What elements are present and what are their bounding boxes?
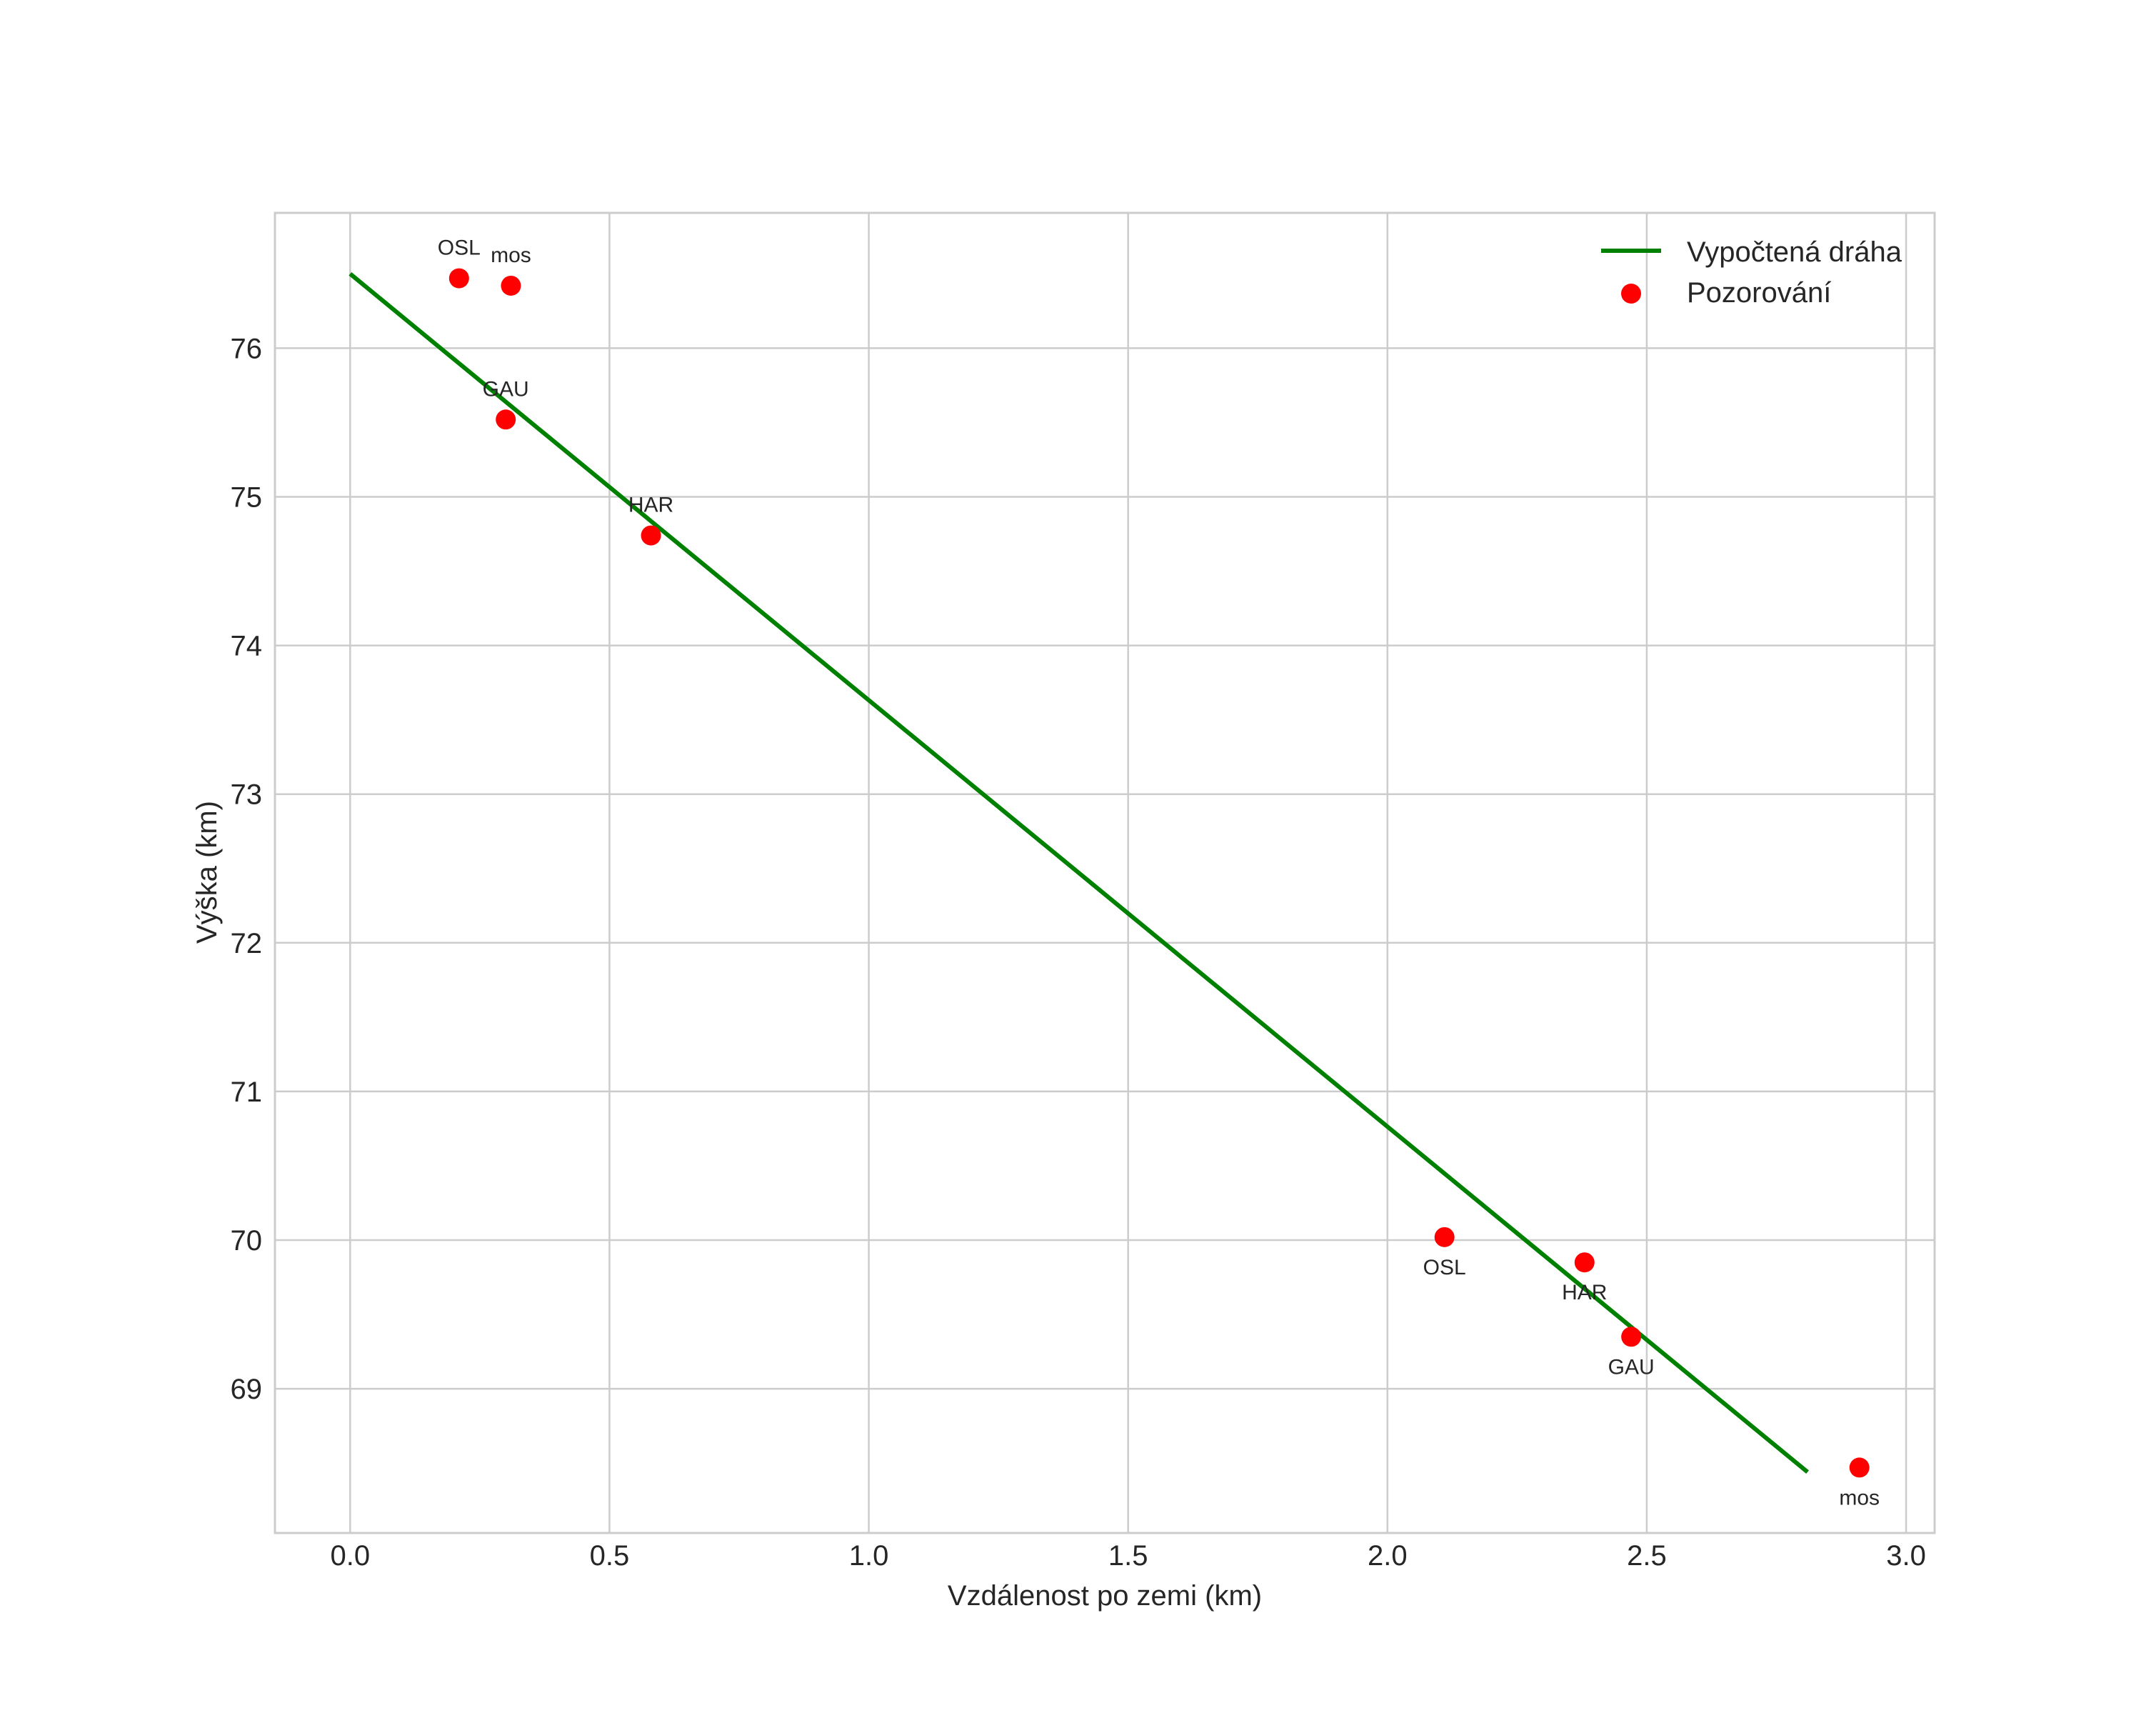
point-label: OSL: [1423, 1256, 1466, 1279]
point-label: mos: [1839, 1486, 1880, 1509]
tick-labels: 0.0 0.5 1.0 1.5 2.0 2.5 3.0 69 70 71 72 73 74 75 76: [231, 333, 1926, 1572]
x-tick-label: 1.5: [1108, 1540, 1148, 1572]
x-tick-label: 2.0: [1368, 1540, 1408, 1572]
observation-point: [1621, 1327, 1642, 1347]
x-tick-label: 3.0: [1886, 1540, 1926, 1572]
legend-label-observations: Pozorování: [1687, 277, 1831, 309]
observation-point: [448, 268, 469, 289]
legend-dot-icon: [1621, 284, 1641, 304]
point-label: mos: [491, 244, 531, 267]
point-label: HAR: [628, 494, 673, 517]
point-label: GAU: [483, 377, 529, 401]
legend-label-computed-path: Vypočtená dráha: [1687, 236, 1902, 268]
y-tick-label: 71: [231, 1077, 263, 1108]
observation-point: [1434, 1227, 1455, 1247]
observation-point: [501, 275, 521, 296]
legend: Vypočtená dráha Pozorování: [1601, 236, 1902, 309]
y-tick-label: 74: [231, 631, 263, 662]
point-label: OSL: [438, 236, 481, 260]
observation-point: [496, 409, 516, 430]
computed-path-line: [349, 272, 1809, 1474]
y-tick-label: 75: [231, 481, 263, 513]
plot-frame: [274, 211, 1936, 1534]
y-tick-label: 72: [231, 928, 263, 959]
y-tick-label: 73: [231, 779, 263, 811]
y-axis-label: Výška (km): [191, 801, 223, 944]
y-tick-label: 70: [231, 1225, 263, 1257]
x-tick-label: 0.0: [331, 1540, 371, 1572]
x-tick-label: 2.5: [1627, 1540, 1667, 1572]
data-series: OSL mos GAU HAR OSL HAR GAU mos: [349, 236, 1880, 1509]
point-label: HAR: [1562, 1281, 1607, 1304]
point-label: GAU: [1608, 1355, 1655, 1379]
observation-point: [1574, 1252, 1595, 1273]
grid-lines: [275, 213, 1935, 1533]
x-tick-label: 1.0: [849, 1540, 889, 1572]
observation-point: [641, 525, 661, 546]
y-tick-label: 76: [231, 333, 263, 364]
y-tick-label: 69: [231, 1374, 263, 1405]
x-tick-label: 0.5: [590, 1540, 630, 1572]
x-axis-label: Vzdálenost po zemi (km): [948, 1580, 1262, 1612]
observation-point: [1849, 1457, 1870, 1478]
